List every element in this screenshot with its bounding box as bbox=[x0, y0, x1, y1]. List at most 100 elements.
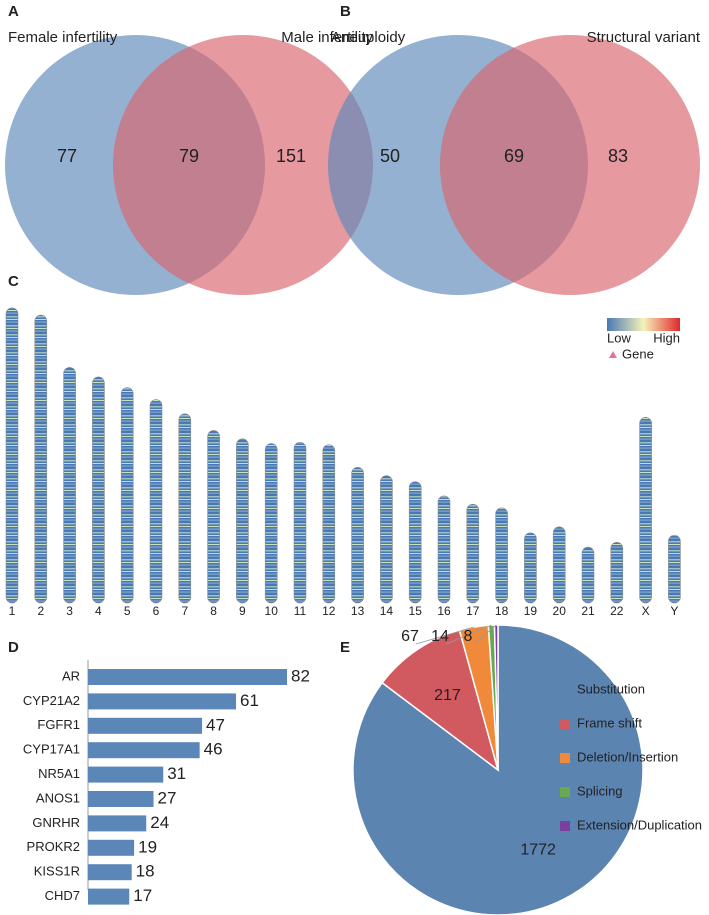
bar bbox=[88, 693, 237, 710]
leader-line bbox=[445, 624, 492, 645]
bar bbox=[88, 864, 132, 881]
bar bbox=[88, 742, 200, 759]
chromosome bbox=[639, 417, 652, 604]
leader-line bbox=[415, 626, 474, 645]
chromosome-label: 1 bbox=[9, 604, 16, 618]
chromosome bbox=[236, 438, 249, 604]
legend-label: Substitution bbox=[577, 681, 645, 696]
bar bbox=[88, 815, 147, 832]
chromosome-label: X bbox=[642, 604, 650, 618]
slice-label: 14 bbox=[431, 628, 449, 645]
category-label: ANOS1 bbox=[36, 790, 80, 805]
set-label: Aneuploidy bbox=[331, 29, 406, 46]
chromosome bbox=[322, 444, 336, 604]
chromosome-label: 7 bbox=[181, 604, 188, 618]
set-label: Male infertility bbox=[281, 29, 373, 46]
region-count: 83 bbox=[608, 146, 628, 166]
value-label: 18 bbox=[136, 862, 155, 881]
bar bbox=[88, 791, 154, 807]
chromosome bbox=[264, 443, 278, 604]
chromosome-label: 3 bbox=[66, 604, 73, 618]
set-label: Structural variant bbox=[587, 29, 701, 46]
bar bbox=[88, 669, 287, 685]
legend-label: Extension/Duplication bbox=[577, 817, 702, 832]
panel-label: A bbox=[8, 3, 19, 20]
chromosome-label: 2 bbox=[37, 604, 44, 618]
chromosome bbox=[207, 430, 220, 604]
slice-label: 1772 bbox=[520, 842, 556, 859]
chromosome bbox=[178, 413, 192, 604]
panel-label: C bbox=[8, 273, 19, 290]
chromosome-label: 11 bbox=[294, 604, 307, 618]
legend-gene-marker bbox=[609, 351, 617, 358]
region-count: 77 bbox=[57, 146, 77, 166]
chromosome-label: 4 bbox=[95, 604, 102, 618]
panel-label: B bbox=[340, 3, 351, 20]
chromosome bbox=[293, 442, 307, 604]
bar bbox=[88, 717, 203, 734]
chromosome-label: 20 bbox=[553, 604, 567, 618]
chromosome-label: 6 bbox=[153, 604, 160, 618]
legend-swatch bbox=[560, 719, 570, 729]
bar bbox=[88, 888, 130, 905]
chromosome-label: 16 bbox=[437, 604, 451, 618]
legend-swatch bbox=[560, 787, 570, 797]
category-label: FGFR1 bbox=[37, 717, 80, 732]
chromosome-label: 21 bbox=[581, 604, 595, 618]
slice-label: 8 bbox=[464, 628, 473, 645]
legend-low: Low bbox=[607, 330, 631, 345]
panel-label: D bbox=[8, 639, 19, 656]
category-label: AR bbox=[62, 668, 80, 683]
legend-swatch bbox=[560, 753, 570, 763]
chromosome bbox=[466, 503, 480, 604]
chromosome bbox=[63, 367, 76, 604]
chromosome bbox=[610, 542, 624, 604]
slice-label: 217 bbox=[434, 687, 461, 704]
set-label: Female infertility bbox=[8, 29, 118, 46]
chromosome bbox=[120, 387, 134, 604]
chromosome bbox=[524, 532, 537, 604]
value-label: 82 bbox=[291, 666, 310, 685]
legend-high: High bbox=[653, 330, 680, 345]
category-label: NR5A1 bbox=[38, 766, 80, 781]
chromosome-label: 9 bbox=[239, 604, 246, 618]
legend-swatch bbox=[560, 821, 570, 831]
chromosome bbox=[351, 467, 364, 604]
panel-label: E bbox=[340, 639, 350, 656]
chromosome-label: 15 bbox=[409, 604, 423, 618]
bar bbox=[88, 839, 135, 856]
chromosome bbox=[92, 376, 105, 604]
chromosome-label: 18 bbox=[495, 604, 509, 618]
chromosome-label: 12 bbox=[322, 604, 336, 618]
category-label: CYP17A1 bbox=[23, 742, 80, 757]
chromosome-label: 19 bbox=[524, 604, 538, 618]
category-label: CHD7 bbox=[45, 888, 80, 903]
value-label: 19 bbox=[138, 837, 157, 856]
region-count: 69 bbox=[504, 146, 524, 166]
legend-gradient bbox=[607, 318, 680, 331]
chromosome-label: 17 bbox=[466, 604, 480, 618]
chromosome-label: 14 bbox=[380, 604, 394, 618]
bar bbox=[88, 766, 164, 783]
pie-slice bbox=[493, 624, 499, 771]
category-label: CYP21A2 bbox=[23, 693, 80, 708]
chromosome bbox=[149, 399, 163, 604]
chromosome bbox=[581, 546, 595, 604]
legend-label: Splicing bbox=[577, 783, 623, 798]
set-circle bbox=[440, 35, 700, 295]
value-label: 46 bbox=[204, 740, 223, 759]
value-label: 31 bbox=[167, 764, 186, 783]
value-label: 61 bbox=[240, 691, 259, 710]
chromosome-label: 8 bbox=[210, 604, 217, 618]
chromosome-label: 22 bbox=[610, 604, 624, 618]
category-label: GNRHR bbox=[32, 815, 80, 830]
legend-label: Frame shift bbox=[577, 715, 642, 730]
slice-label: 67 bbox=[401, 628, 419, 645]
chromosome bbox=[5, 307, 19, 604]
leader-line bbox=[473, 624, 497, 645]
region-count: 79 bbox=[179, 146, 199, 166]
chromosome bbox=[668, 534, 681, 604]
category-label: KISS1R bbox=[34, 864, 80, 879]
chromosome bbox=[408, 481, 422, 604]
